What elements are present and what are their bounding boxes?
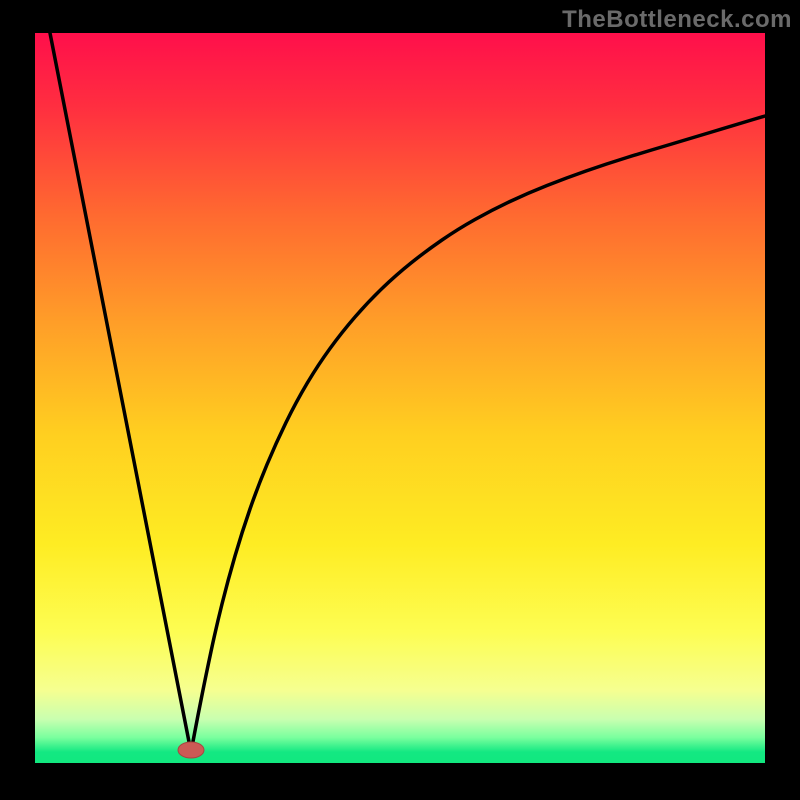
bottleneck-chart (0, 0, 800, 800)
plot-background (35, 33, 765, 763)
watermark-text: TheBottleneck.com (562, 6, 792, 34)
optimal-marker (178, 742, 204, 758)
chart-container: TheBottleneck.com (0, 0, 800, 800)
